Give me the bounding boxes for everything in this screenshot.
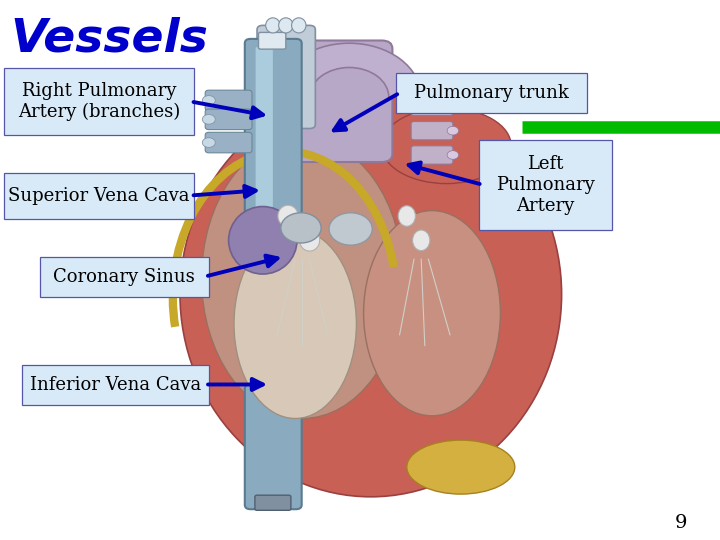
FancyBboxPatch shape [205,132,252,153]
Ellipse shape [202,138,215,147]
Ellipse shape [202,96,215,105]
Text: Right Pulmonary
Artery (branches): Right Pulmonary Artery (branches) [18,82,180,121]
FancyBboxPatch shape [4,68,194,135]
Text: Left
Pulmonary
Artery: Left Pulmonary Artery [496,155,595,215]
Ellipse shape [364,211,500,416]
Ellipse shape [229,206,297,274]
Ellipse shape [234,230,356,418]
Ellipse shape [382,108,511,184]
Text: Superior Vena Cava: Superior Vena Cava [8,187,190,205]
Ellipse shape [281,81,367,135]
FancyBboxPatch shape [411,122,453,140]
FancyBboxPatch shape [479,140,612,230]
Text: 9: 9 [675,514,688,532]
Ellipse shape [407,440,515,494]
Text: Coronary Sinus: Coronary Sinus [53,268,195,286]
Circle shape [281,213,321,243]
Wedge shape [277,43,421,97]
Ellipse shape [447,126,459,135]
FancyBboxPatch shape [4,173,194,219]
FancyBboxPatch shape [396,73,587,113]
Ellipse shape [202,138,403,418]
FancyBboxPatch shape [257,25,315,129]
FancyBboxPatch shape [284,40,392,162]
Ellipse shape [447,102,459,111]
FancyBboxPatch shape [205,109,252,130]
Ellipse shape [300,230,320,251]
Ellipse shape [278,205,298,227]
Circle shape [329,213,372,245]
Ellipse shape [266,18,280,33]
Text: Pulmonary trunk: Pulmonary trunk [414,84,569,102]
FancyBboxPatch shape [258,32,286,49]
Ellipse shape [398,206,415,226]
FancyBboxPatch shape [22,364,209,405]
FancyBboxPatch shape [40,256,209,297]
FancyBboxPatch shape [411,146,453,164]
Ellipse shape [180,92,562,497]
FancyBboxPatch shape [205,90,252,111]
Ellipse shape [202,114,215,124]
FancyBboxPatch shape [411,97,453,116]
Ellipse shape [447,151,459,159]
FancyBboxPatch shape [256,47,273,234]
FancyBboxPatch shape [255,495,291,510]
FancyBboxPatch shape [245,384,302,509]
Ellipse shape [292,18,306,33]
Text: Vessels: Vessels [11,16,209,61]
Ellipse shape [413,230,430,251]
FancyBboxPatch shape [245,39,302,239]
Ellipse shape [279,18,293,33]
Text: Inferior Vena Cava: Inferior Vena Cava [30,376,201,394]
